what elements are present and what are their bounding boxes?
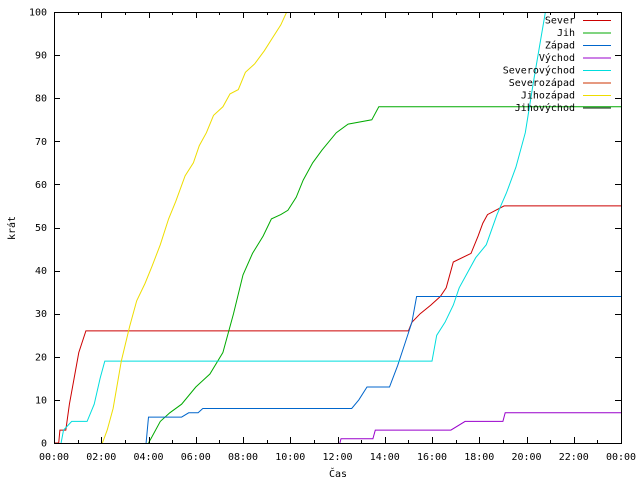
legend-label: Severozápad <box>509 77 575 89</box>
y-axis: 0 10 20 30 40 50 60 70 80 90 100 <box>29 8 621 450</box>
y-tick-label: 0 <box>41 439 47 450</box>
x-tick-label: 08:00 <box>228 452 258 463</box>
y-axis-label: krát <box>6 216 18 240</box>
series-line-6 <box>101 12 288 443</box>
x-tick-label: 22:00 <box>559 452 589 463</box>
y-tick-label: 80 <box>35 94 47 105</box>
legend-label: Jihovýchod <box>515 102 575 114</box>
x-tick-label: 12:00 <box>322 452 352 463</box>
series-line-4 <box>60 12 546 443</box>
y-tick-label: 40 <box>35 266 47 277</box>
series-line-2 <box>145 296 621 443</box>
x-tick-label: 14:00 <box>370 452 400 463</box>
x-tick-label: 04:00 <box>133 452 163 463</box>
legend-label: Jihozápad <box>521 90 575 102</box>
series-line-1 <box>148 106 621 443</box>
y-tick-label: 70 <box>35 137 47 148</box>
x-tick-label: 00:00 <box>39 452 69 463</box>
y-tick-label: 100 <box>29 8 47 19</box>
y-tick-label: 60 <box>35 180 47 191</box>
x-tick-label: 18:00 <box>464 452 494 463</box>
y-tick-label: 30 <box>35 309 47 320</box>
legend-label: Západ <box>545 40 575 52</box>
x-tick-label: 02:00 <box>86 452 116 463</box>
x-tick-label: 00:00 <box>606 452 636 463</box>
x-tick-label: 10:00 <box>275 452 305 463</box>
x-tick-label: 06:00 <box>181 452 211 463</box>
x-tick-label: 20:00 <box>511 452 541 463</box>
legend-label: Sever <box>545 16 575 27</box>
legend-label: Jih <box>557 28 575 39</box>
series-line-0 <box>54 205 621 443</box>
x-axis: 00:00 02:00 04:00 06:00 08:00 10:00 12:00 14:00… <box>39 12 636 463</box>
legend-label: Východ <box>539 52 575 64</box>
y-tick-label: 90 <box>35 51 47 62</box>
y-tick-label: 50 <box>35 223 47 234</box>
series-line-3 <box>339 412 621 443</box>
x-axis-label: Čas <box>329 467 347 480</box>
series-layer <box>54 12 621 443</box>
legend-label: Severovýchod <box>503 65 575 77</box>
y-tick-label: 10 <box>35 395 47 406</box>
legend: SeverJihZápadVýchodSeverovýchodSeverozáp… <box>503 16 611 114</box>
x-tick-label: 16:00 <box>417 452 447 463</box>
y-tick-label: 20 <box>35 352 47 363</box>
